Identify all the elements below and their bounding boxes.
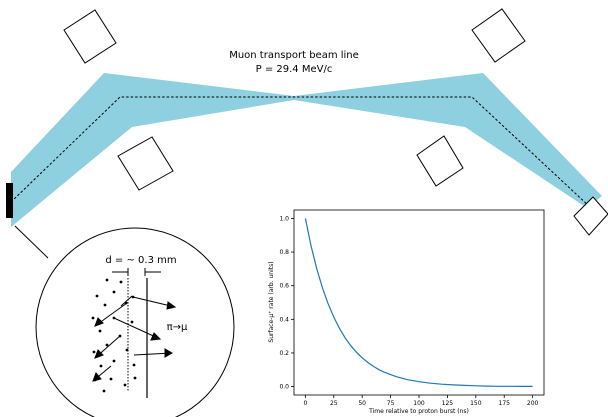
rate-chart: 0.0 0.2 0.4 0.6 0.8 1.0 0 25 50 75 100 125 150 175 20… bbox=[268, 209, 545, 415]
beamline-title: Muon transport beam line bbox=[229, 50, 359, 61]
x-tick-label: 75 bbox=[387, 400, 395, 407]
chart-frame bbox=[293, 209, 545, 396]
chart-ylabel: Surface-μ⁺ rate (arb. units) bbox=[268, 261, 275, 342]
chart-xlabel: Time relative to proton burst (ns) bbox=[368, 408, 469, 415]
pion-dots bbox=[91, 278, 137, 393]
beam-centerline bbox=[10, 96, 591, 208]
y-tick-label: 0.4 bbox=[279, 316, 289, 323]
target-inset: d = ~ 0.3 mm π→μ bbox=[35, 227, 235, 417]
rate-curve bbox=[304, 218, 533, 387]
beam-envelope bbox=[11, 73, 602, 227]
x-tick-label: 200 bbox=[527, 400, 539, 407]
muon-arrows bbox=[92, 295, 177, 382]
x-tick-label: 25 bbox=[330, 400, 338, 407]
y-tick-label: 0.2 bbox=[279, 350, 289, 357]
production-target bbox=[6, 183, 13, 218]
y-axis-ticks: 0.0 0.2 0.4 0.6 0.8 1.0 bbox=[279, 215, 294, 391]
decay-label: π→μ bbox=[167, 322, 188, 333]
x-tick-label: 50 bbox=[358, 400, 366, 407]
y-tick-label: 1.0 bbox=[279, 215, 289, 222]
y-tick-label: 0.0 bbox=[279, 384, 289, 391]
y-tick-label: 0.6 bbox=[279, 283, 289, 290]
magnet-lower-right bbox=[416, 135, 464, 187]
x-tick-label: 175 bbox=[499, 400, 511, 407]
magnet-upper-right bbox=[471, 8, 526, 63]
thickness-label: d = ~ 0.3 mm bbox=[105, 255, 176, 266]
x-tick-label: 100 bbox=[413, 400, 425, 407]
x-tick-label: 150 bbox=[470, 400, 482, 407]
magnet-lower-left bbox=[117, 136, 174, 191]
x-tick-label: 0 bbox=[303, 400, 307, 407]
inset-circle bbox=[35, 227, 235, 417]
y-tick-label: 0.8 bbox=[279, 249, 289, 256]
inset-pointer-line bbox=[14, 225, 49, 259]
x-axis-ticks: 0 25 50 75 100 125 150 175 200 bbox=[303, 395, 539, 407]
detector-end bbox=[573, 196, 608, 236]
beamline-momentum: P = 29.4 MeV/c bbox=[256, 64, 333, 75]
magnet-upper-left bbox=[63, 9, 117, 64]
x-tick-label: 125 bbox=[442, 400, 454, 407]
